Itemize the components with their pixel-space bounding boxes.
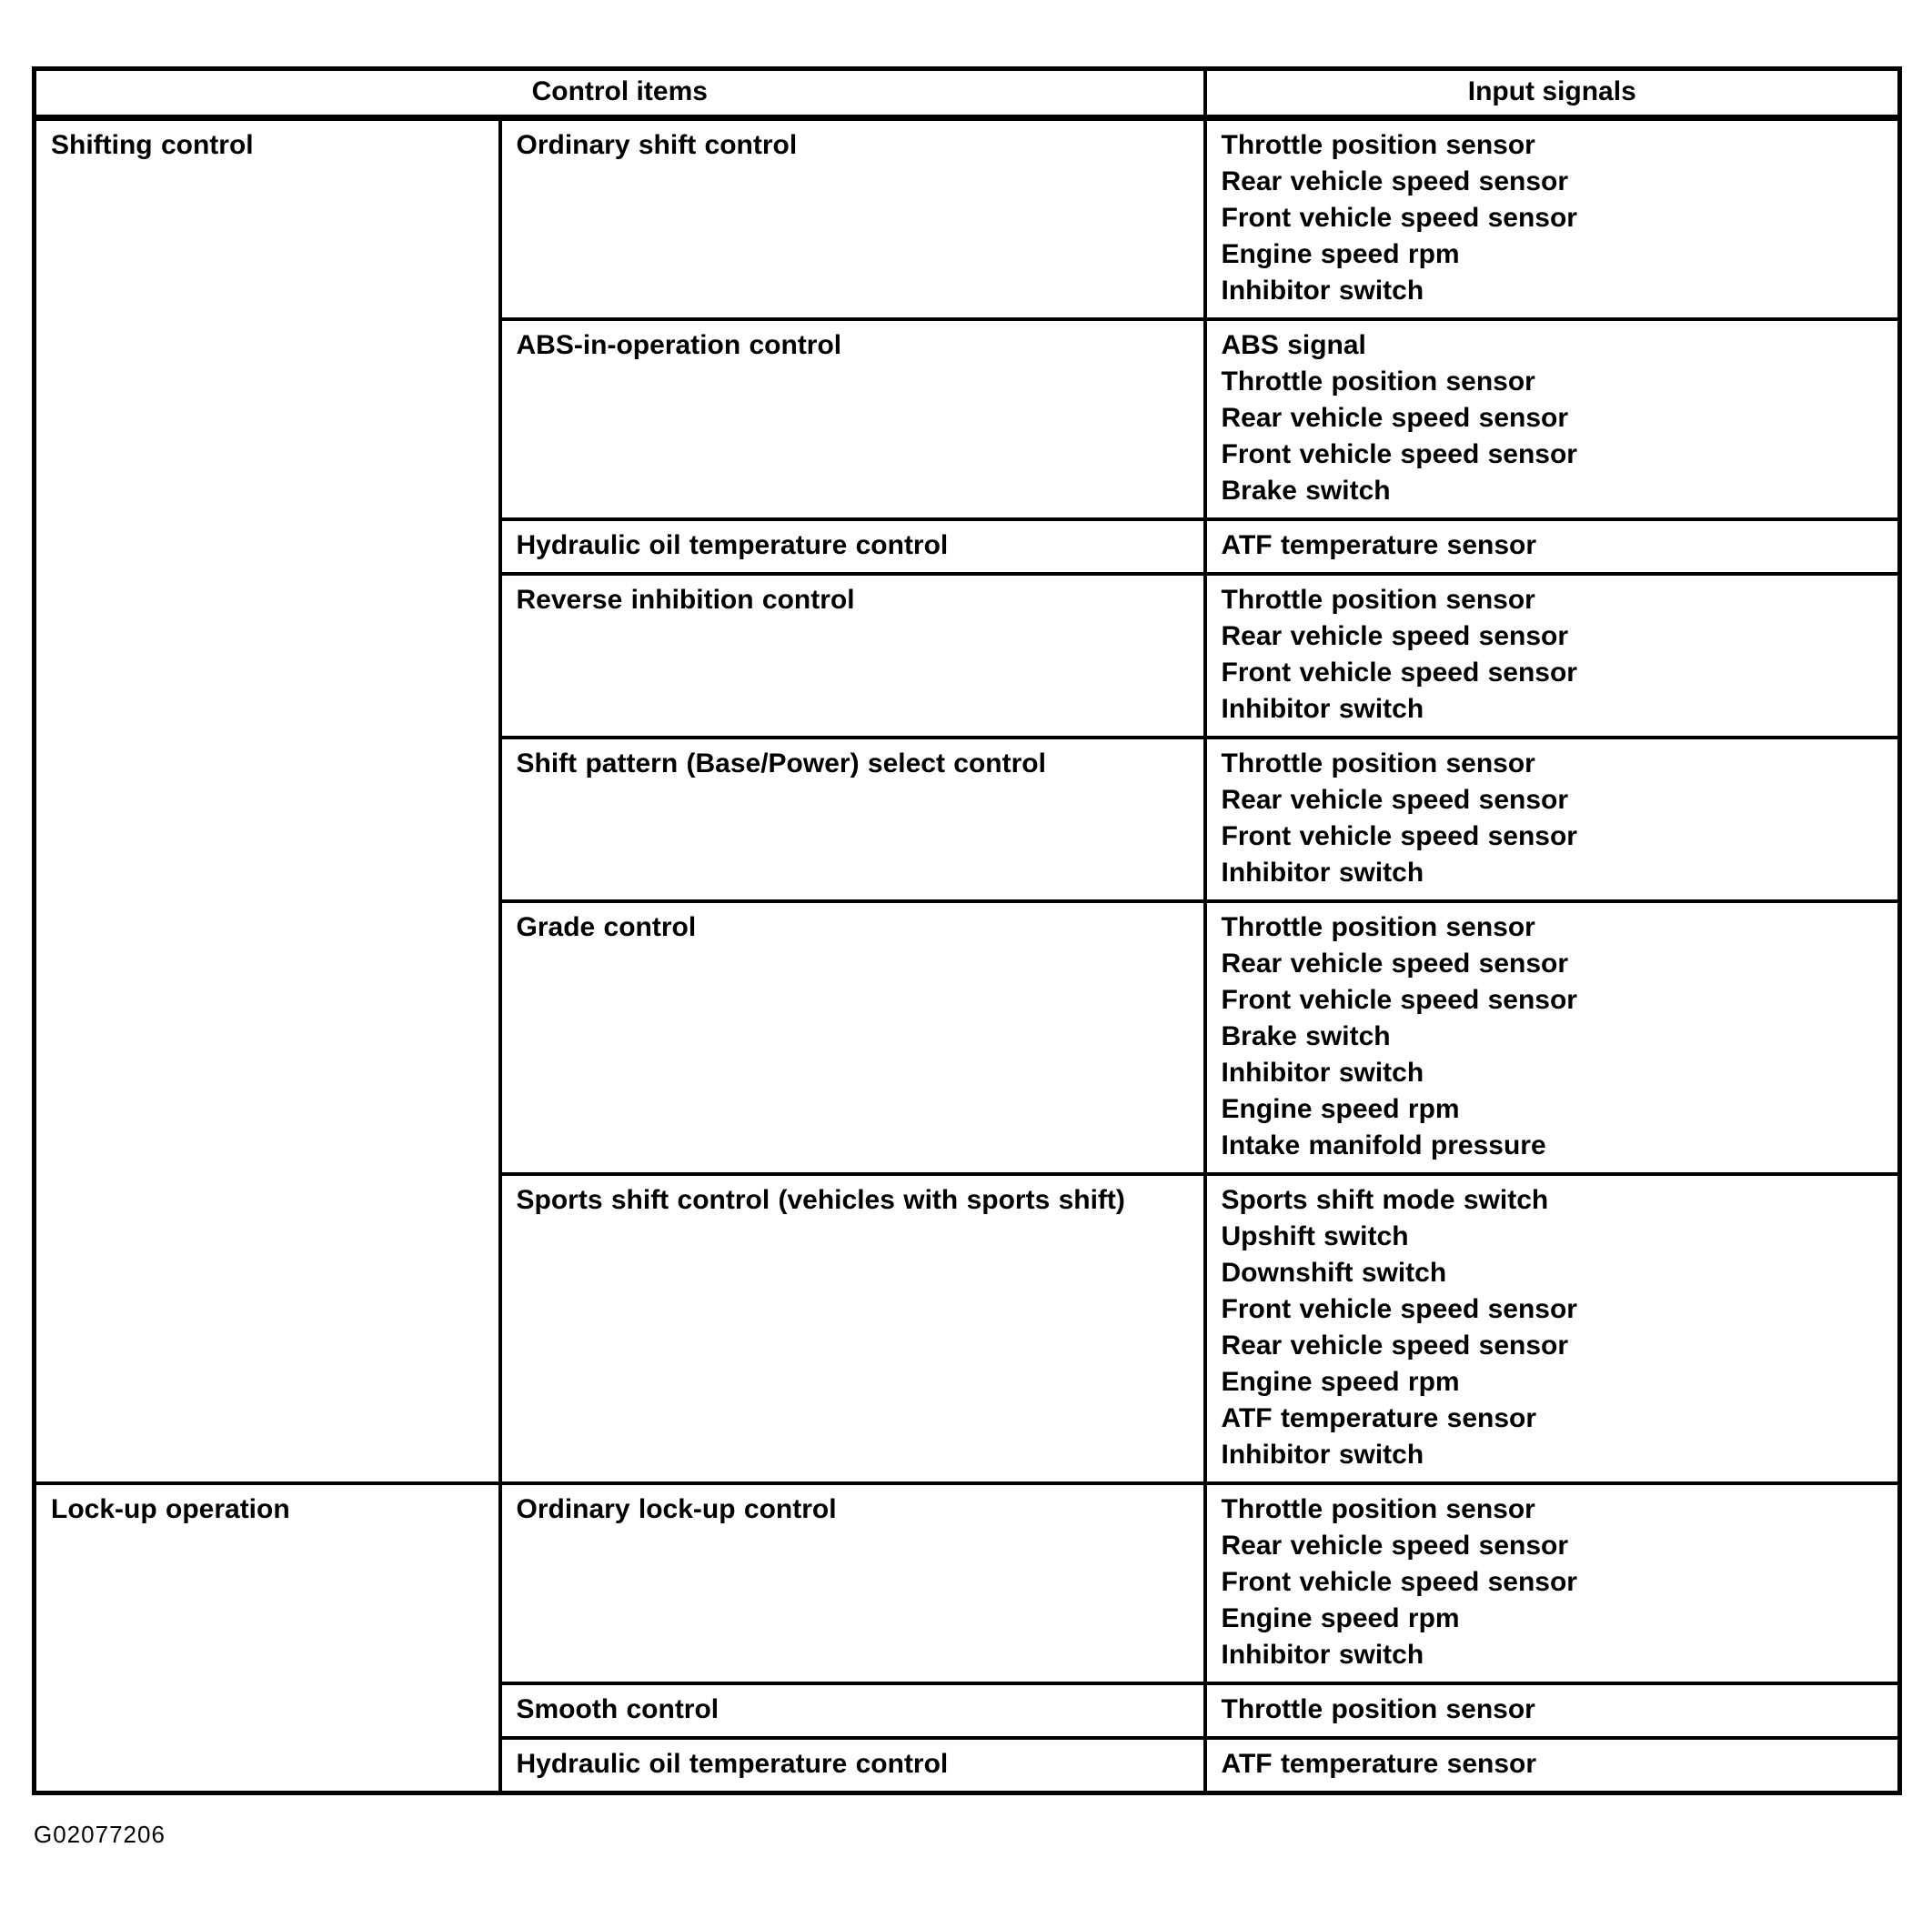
- signal-line: Throttle position sensor: [1221, 585, 1535, 615]
- signal-line: ATF temperature sensor: [1221, 1749, 1537, 1779]
- signal-line: Rear vehicle speed sensor: [1221, 785, 1569, 815]
- signal-line: Throttle position sensor: [1221, 1494, 1535, 1524]
- signal-line: Brake switch: [1221, 1021, 1391, 1051]
- input-signals-cell: Throttle position sensor Rear vehicle spe…: [1202, 572, 1902, 739]
- control-item-cell: Grade control: [498, 899, 1207, 1176]
- signal-line: Front vehicle speed sensor: [1221, 1294, 1577, 1324]
- header-row: Control items Input signals: [32, 66, 1902, 121]
- signal-line: Upshift switch: [1221, 1221, 1409, 1251]
- table-row: Hydraulic oil temperature control ATF tem…: [35, 1736, 1902, 1795]
- input-signals-cell: Throttle position sensor Rear vehicle spe…: [1202, 899, 1902, 1176]
- control-item-cell: Smooth control: [498, 1682, 1207, 1740]
- signal-line: Front vehicle speed sensor: [1221, 658, 1577, 688]
- signal-line: Brake switch: [1221, 476, 1391, 506]
- control-item-cell: Ordinary shift control: [498, 115, 1207, 321]
- signal-line: Inhibitor switch: [1221, 1640, 1424, 1670]
- input-signals-cell: ABS signal Throttle position sensor Rear v…: [1202, 317, 1902, 521]
- signal-line: Throttle position sensor: [1221, 912, 1535, 942]
- header-control-items: Control items: [32, 66, 1207, 121]
- signal-line: Downshift switch: [1221, 1258, 1447, 1288]
- signal-line: Inhibitor switch: [1221, 1058, 1424, 1088]
- signal-line: Rear vehicle speed sensor: [1221, 403, 1569, 433]
- signal-line: Front vehicle speed sensor: [1221, 985, 1577, 1015]
- input-signals-cell: Throttle position sensor Rear vehicle spe…: [1202, 1481, 1902, 1685]
- table-row: Lock-up operation Ordinary lock-up contro…: [32, 1481, 1902, 1795]
- control-item-cell: ABS-in-operation control: [498, 317, 1207, 521]
- input-signals-cell: Throttle position sensor Rear vehicle spe…: [1202, 115, 1902, 321]
- signal-line: Engine speed rpm: [1221, 239, 1460, 269]
- signal-line: Inhibitor switch: [1221, 858, 1424, 888]
- table-row: Sports shift control (vehicles with spor…: [35, 1172, 1902, 1485]
- signal-line: Rear vehicle speed sensor: [1221, 166, 1569, 196]
- signal-line: Engine speed rpm: [1221, 1094, 1460, 1124]
- header-input-signals: Input signals: [1202, 66, 1902, 121]
- signal-line: Inhibitor switch: [1221, 694, 1424, 724]
- signal-line: Throttle position sensor: [1221, 367, 1535, 397]
- signal-line: Throttle position sensor: [1221, 130, 1535, 160]
- signal-line: Rear vehicle speed sensor: [1221, 1531, 1569, 1561]
- signal-line: ABS signal: [1221, 330, 1366, 360]
- table-row: Grade control Throttle position sensor Rea…: [35, 899, 1902, 1176]
- signal-line: Engine speed rpm: [1221, 1367, 1460, 1397]
- signal-line: Front vehicle speed sensor: [1221, 439, 1577, 469]
- signal-line: ATF temperature sensor: [1221, 530, 1537, 560]
- table-row: Hydraulic oil temperature control ATF tem…: [35, 517, 1902, 576]
- signal-line: Engine speed rpm: [1221, 1603, 1460, 1633]
- control-signals-table: Control items Input signals Shifting con…: [32, 66, 1903, 1795]
- group-cell: Lock-up operation: [32, 1481, 502, 1795]
- signal-line: Intake manifold pressure: [1221, 1130, 1546, 1160]
- control-item-cell: Reverse inhibition control: [498, 572, 1207, 739]
- signal-line: Sports shift mode switch: [1221, 1185, 1549, 1215]
- table-row: Shift pattern (Base/Power) select contro…: [35, 736, 1902, 903]
- signal-line: Inhibitor switch: [1221, 1440, 1424, 1470]
- signal-line: Throttle position sensor: [1221, 1694, 1535, 1724]
- input-signals-cell: Throttle position sensor: [1202, 1682, 1902, 1740]
- figure-id: G02077206: [34, 1821, 166, 1848]
- table-row: Smooth control Throttle position sensor: [35, 1682, 1902, 1740]
- signal-line: Front vehicle speed sensor: [1221, 1567, 1577, 1597]
- signal-line: Front vehicle speed sensor: [1221, 203, 1577, 233]
- signal-line: Inhibitor switch: [1221, 276, 1424, 306]
- input-signals-cell: Sports shift mode switch Upshift switch Do…: [1202, 1172, 1902, 1485]
- signal-line: ATF temperature sensor: [1221, 1403, 1537, 1433]
- signal-line: Rear vehicle speed sensor: [1221, 949, 1569, 979]
- group-cell: Shifting control: [32, 115, 502, 1485]
- control-item-cell: Ordinary lock-up control: [498, 1481, 1207, 1685]
- table-row: ABS-in-operation control ABS signal Thrott…: [35, 317, 1902, 521]
- table-row: Shifting control Ordinary shift control Th…: [32, 115, 1902, 1485]
- table-row: Reverse inhibition control Throttle posit…: [35, 572, 1902, 739]
- control-item-cell: Shift pattern (Base/Power) select contro…: [498, 736, 1207, 903]
- control-item-cell: Hydraulic oil temperature control: [498, 517, 1207, 576]
- control-item-cell: Hydraulic oil temperature control: [498, 1736, 1207, 1795]
- signal-line: Rear vehicle speed sensor: [1221, 621, 1569, 651]
- signal-line: Throttle position sensor: [1221, 748, 1535, 778]
- input-signals-cell: ATF temperature sensor: [1202, 517, 1902, 576]
- input-signals-cell: ATF temperature sensor: [1202, 1736, 1902, 1795]
- control-item-cell: Sports shift control (vehicles with spor…: [498, 1172, 1207, 1485]
- signal-line: Front vehicle speed sensor: [1221, 821, 1577, 851]
- input-signals-cell: Throttle position sensor Rear vehicle spe…: [1202, 736, 1902, 903]
- signal-line: Rear vehicle speed sensor: [1221, 1331, 1569, 1361]
